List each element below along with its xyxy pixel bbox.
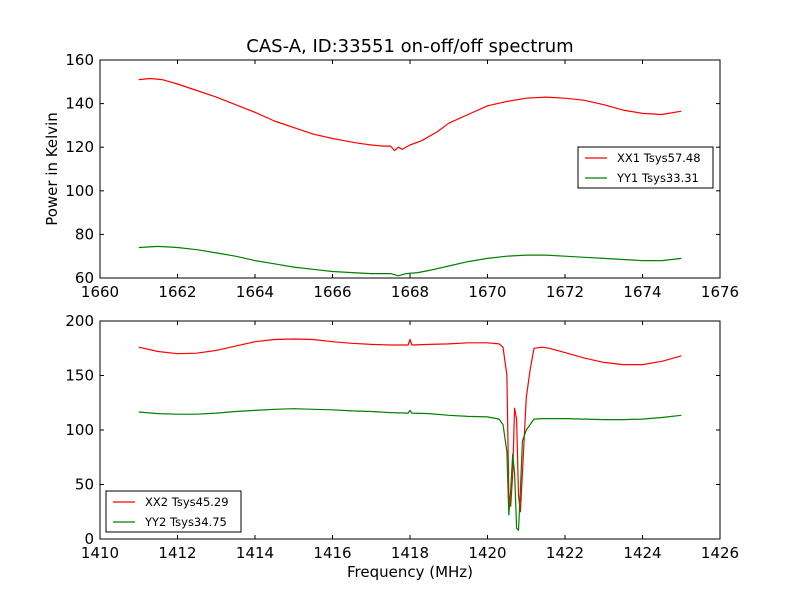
x-tick-label: 1420 — [468, 544, 506, 562]
y-tick-label: 100 — [65, 182, 94, 200]
x-tick-label: 1668 — [391, 283, 429, 301]
x-tick-label: 1676 — [701, 283, 739, 301]
plot-panel-2: 1410 1412 1414 1416 1418 1420 1422 1424 1426 0 50 1… — [65, 312, 739, 562]
x-tick-label: 1672 — [546, 283, 584, 301]
legend-label: YY1 Tsys33.31 — [616, 171, 699, 185]
x-tick-label: 1416 — [313, 544, 351, 562]
plot-panel-1: 1660 1662 1664 1666 1668 1670 1672 1674 1676 60 80… — [65, 51, 739, 301]
x-tick-label: 1424 — [623, 544, 661, 562]
legend-box — [577, 146, 714, 189]
y-tick-label: 140 — [65, 95, 94, 113]
legend-box — [105, 490, 242, 533]
x-tick-label: 1666 — [313, 283, 351, 301]
legend-1: XX1 Tsys57.48 YY1 Tsys33.31 — [577, 146, 714, 189]
x-tick-label: 1412 — [158, 544, 196, 562]
x-tick-label: 1670 — [468, 283, 506, 301]
y-tick-label: 120 — [65, 138, 94, 156]
legend-label: XX1 Tsys57.48 — [617, 151, 701, 165]
x-tick-label: 1418 — [391, 544, 429, 562]
y-tick-label: 60 — [75, 269, 94, 287]
y-tick-label: 160 — [65, 51, 94, 69]
y-tick-label: 100 — [65, 421, 94, 439]
x-axis-label: Frequency (MHz) — [347, 563, 473, 581]
y-tick-label: 50 — [75, 476, 94, 494]
y-tick-label: 200 — [65, 312, 94, 330]
y-axis-label: Power in Kelvin — [43, 112, 61, 226]
y-tick-label: 150 — [65, 367, 94, 385]
chart-title: CAS-A, ID:33551 on-off/off spectrum — [246, 36, 573, 57]
x-tick-label: 1662 — [158, 283, 196, 301]
legend-label: YY2 Tsys34.75 — [144, 515, 227, 529]
y-tick-label: 80 — [75, 225, 94, 243]
x-tick-label: 1664 — [236, 283, 274, 301]
x-tick-label: 1660 — [81, 283, 119, 301]
series-line-2-2 — [138, 408, 682, 531]
x-tick-label: 1674 — [623, 283, 661, 301]
legend-2: XX2 Tsys45.29 YY2 Tsys34.75 — [105, 490, 242, 533]
series-line-1-2 — [138, 245, 682, 277]
series-line-1-1 — [138, 77, 682, 152]
x-tick-label: 1414 — [236, 544, 274, 562]
series-line-2-1 — [138, 338, 682, 513]
x-tick-label: 1426 — [701, 544, 739, 562]
legend-label: XX2 Tsys45.29 — [145, 495, 229, 509]
x-tick-label: 1410 — [81, 544, 119, 562]
y-tick-label: 0 — [84, 530, 94, 548]
x-tick-label: 1422 — [546, 544, 584, 562]
